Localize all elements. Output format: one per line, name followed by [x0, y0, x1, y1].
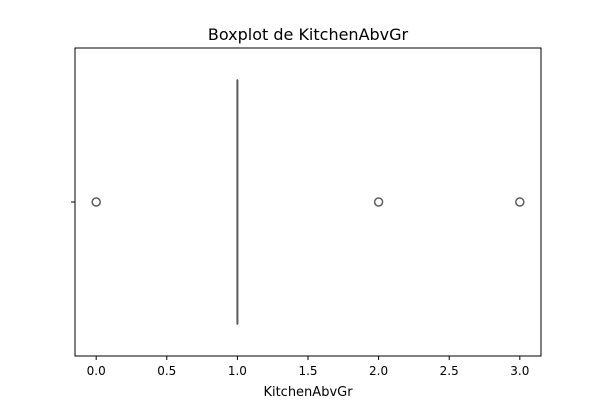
x-tick-label: 0.5 — [157, 364, 176, 378]
x-tick-label: 2.5 — [440, 364, 459, 378]
outlier-point — [91, 197, 101, 207]
x-tick-label: 0.0 — [87, 364, 106, 378]
x-axis-label: KitchenAbvGr — [263, 385, 353, 400]
outlier-point — [515, 197, 525, 207]
x-tick-label: 1.5 — [298, 364, 317, 378]
plot-frame — [74, 47, 542, 357]
x-axis-ticks: 0.0 0.5 1.0 1.5 2.0 2.5 3.0 — [87, 356, 529, 378]
x-tick-label: 2.0 — [369, 364, 388, 378]
outlier-point — [373, 197, 384, 207]
outliers — [91, 197, 525, 207]
chart-title: Boxplot de KitchenAbvGr — [208, 25, 409, 44]
x-tick-label: 1.0 — [228, 364, 247, 378]
x-tick-label: 3.0 — [510, 364, 529, 378]
